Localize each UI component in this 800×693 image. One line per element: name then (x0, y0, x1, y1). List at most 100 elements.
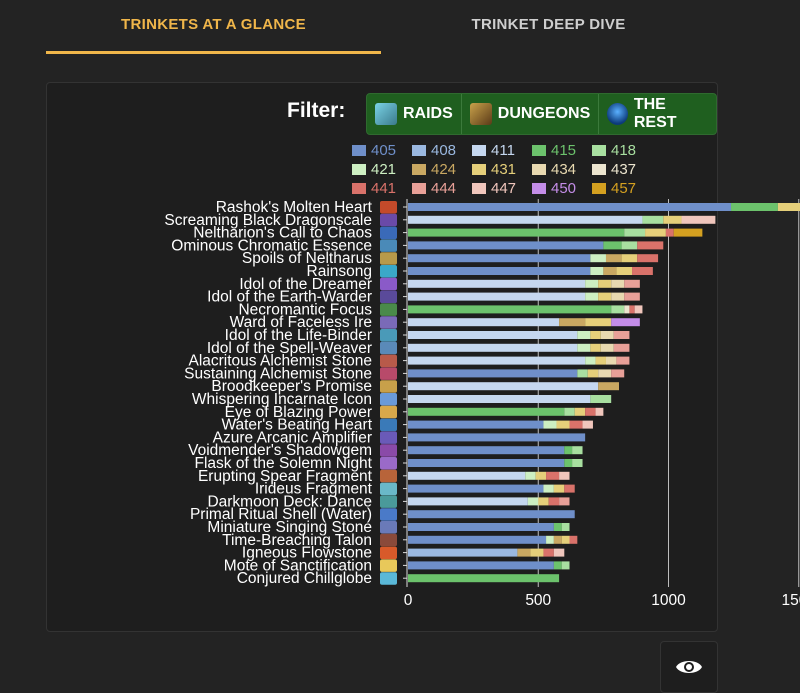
trinket-icon (380, 367, 397, 380)
trinket-icon (380, 277, 397, 291)
bar-segment-434 (600, 331, 614, 339)
legend-swatch-450 (532, 183, 546, 194)
bar-segment-411 (408, 292, 586, 301)
trinket-icon (380, 546, 397, 560)
bar-segment-418 (564, 407, 575, 416)
trinket-label: Whispering Incarnate Icon (192, 391, 372, 408)
bar-segment-418 (572, 446, 583, 455)
legend-label-411: 411 (491, 142, 515, 159)
dungeon-icon (469, 103, 492, 125)
filter-the-rest-button[interactable]: THE REST (599, 94, 716, 134)
bar-segment-441 (543, 548, 554, 557)
legend-swatch-457 (592, 183, 606, 194)
filter-raids-button[interactable]: RAIDS (367, 94, 462, 134)
bar-segment-405 (408, 267, 591, 275)
bar-segment-415 (408, 407, 565, 416)
trinket-label: Idol of the Spell-Weaver (207, 340, 372, 357)
trinket-label: Mote of Sanctification (224, 557, 372, 574)
bar-segment-418 (624, 228, 646, 237)
trinket-label: Spoils of Neltharus (242, 250, 372, 267)
legend-swatch-418 (592, 145, 606, 156)
tab-trinkets-at-a-glance[interactable]: TRINKETS AT A GLANCE (121, 16, 306, 33)
bar-segment-424 (605, 254, 622, 263)
bar-segment-431 (585, 318, 612, 327)
legend-swatch-424 (412, 164, 426, 175)
bar-segment-431 (538, 497, 549, 506)
bar-segment-434 (611, 292, 625, 301)
bar-segment-421 (585, 279, 599, 288)
trinket-label: Rashok's Molten Heart (216, 199, 373, 216)
bar-segment-431 (645, 228, 666, 237)
trinket-label: Rainsong (307, 263, 373, 280)
trinket-icon (380, 431, 397, 444)
toggle-visibility-button[interactable] (660, 641, 718, 693)
trinket-icon (380, 559, 397, 572)
filter-the-rest-label: THE REST (633, 96, 677, 131)
legend-swatch-431 (472, 164, 486, 175)
bar-segment-421 (546, 535, 554, 544)
bar-segment-441 (637, 241, 664, 250)
bar-segment-457 (673, 228, 703, 237)
bar-segment-444 (624, 292, 640, 301)
bar-segment-405 (408, 254, 591, 263)
bar-segment-431 (530, 548, 544, 557)
bar-segment-411 (408, 215, 643, 224)
bar-segment-405 (408, 459, 565, 467)
x-tick-label-500: 500 (525, 592, 551, 609)
bar-segment-447 (595, 407, 604, 416)
trinket-label: Eye of Blazing Power (225, 404, 372, 421)
x-tick-label-0: 0 (404, 592, 413, 609)
bar-segment-418 (642, 215, 664, 224)
active-tab-indicator (46, 51, 381, 54)
legend-swatch-421 (352, 164, 366, 175)
trinket-label: Darkmoon Deck: Dance (207, 493, 372, 510)
filter-dungeons-button[interactable]: DUNGEONS (462, 94, 600, 134)
eye-icon (676, 661, 702, 673)
filter-dungeons-label: DUNGEONS (497, 105, 591, 122)
bar-segment-421 (525, 471, 536, 480)
legend-swatch-447 (472, 183, 486, 194)
bar-segment-431 (595, 356, 606, 365)
trinket-label: Primal Ritual Shell (Water) (190, 506, 372, 523)
bar-segment-421 (585, 292, 599, 301)
legend-label-457: 457 (611, 180, 636, 197)
bar-segment-421 (577, 343, 591, 352)
bar-segment-405 (408, 433, 586, 442)
bar-segment-441 (569, 420, 583, 429)
bar-segment-441 (637, 254, 659, 263)
bar-segment-424 (598, 382, 620, 391)
bar-segment-441 (548, 497, 560, 506)
trinket-label: Alacritous Alchemist Stone (188, 353, 372, 370)
legend-label-431: 431 (491, 161, 516, 178)
bar-segment-405 (408, 420, 544, 429)
bar-segment-415 (408, 305, 612, 314)
trinket-icon (380, 405, 397, 419)
bar-segment-408 (408, 548, 518, 557)
trinket-icon (380, 201, 397, 214)
bar-segment-431 (590, 343, 601, 352)
legend-label-421: 421 (371, 161, 396, 178)
bar-segment-431 (556, 420, 570, 429)
bar-segment-441 (665, 228, 674, 237)
bar-segment-447 (559, 471, 570, 480)
trinket-icon (380, 354, 397, 368)
bar-segment-415 (603, 241, 622, 250)
tab-trinket-deep-dive[interactable]: TRINKET DEEP DIVE (471, 16, 626, 33)
bar-segment-411 (408, 318, 560, 327)
trinket-icon (380, 457, 397, 470)
bar-segment-411 (408, 356, 586, 365)
bar-segment-411 (408, 331, 578, 339)
bar-segment-418 (577, 369, 588, 378)
bar-segment-431 (616, 267, 633, 275)
bar-segment-405 (408, 446, 565, 455)
bar-segment-418 (590, 395, 612, 403)
trinket-label: Time-Breaching Talon (222, 532, 372, 549)
legend-label-450: 450 (551, 180, 576, 197)
bar-segment-405 (408, 241, 604, 250)
bar-segment-411 (408, 279, 586, 288)
bar-segment-415 (553, 561, 562, 570)
bar-segment-424 (517, 548, 531, 557)
legend-label-441: 441 (371, 180, 396, 197)
bar-segment-418 (561, 561, 570, 570)
trinket-icon (380, 495, 397, 508)
